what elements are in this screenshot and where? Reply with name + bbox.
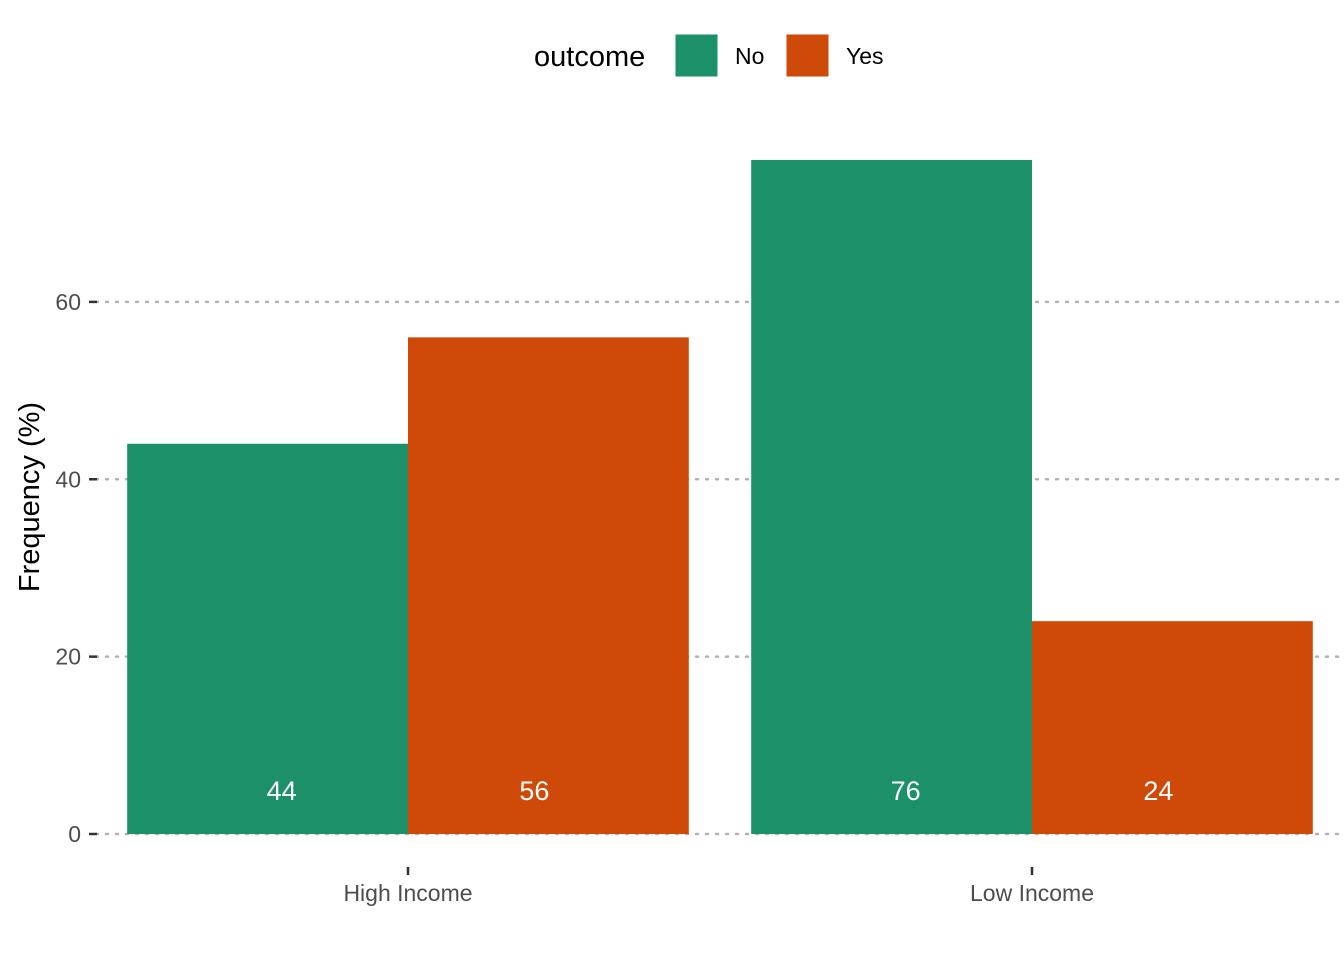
bar-value-label: 76 xyxy=(891,776,921,806)
y-tick-label: 60 xyxy=(55,289,81,315)
y-tick-label: 0 xyxy=(68,821,81,847)
legend-label-yes: Yes xyxy=(846,43,884,69)
bar-no-1 xyxy=(751,160,1032,834)
y-tick-label: 40 xyxy=(55,466,81,492)
bar-no-0 xyxy=(127,443,408,834)
legend-label-no: No xyxy=(735,43,764,69)
bar-yes-0 xyxy=(408,337,689,834)
x-tick-label: Low Income xyxy=(970,880,1094,906)
legend-title: outcome xyxy=(534,41,645,73)
legend-key-no xyxy=(674,33,719,78)
bar-yes-1 xyxy=(1032,621,1313,834)
y-tick-label: 20 xyxy=(55,644,81,670)
bar-value-label: 44 xyxy=(267,776,297,806)
bar-value-label: 24 xyxy=(1143,776,1173,806)
legend-items: No Yes xyxy=(674,33,884,78)
y-axis: 0 20 40 60 xyxy=(55,289,97,847)
x-tick-label: High Income xyxy=(343,880,472,906)
legend: outcome No Yes xyxy=(534,33,884,78)
legend-key-yes xyxy=(785,33,830,78)
bars xyxy=(127,160,1313,834)
x-axis: High Income Low Income xyxy=(343,867,1094,906)
y-axis-title: Frequency (%) xyxy=(14,402,46,592)
bar-labels: 44 76 56 24 xyxy=(267,776,1174,806)
bar-value-label: 56 xyxy=(519,776,549,806)
